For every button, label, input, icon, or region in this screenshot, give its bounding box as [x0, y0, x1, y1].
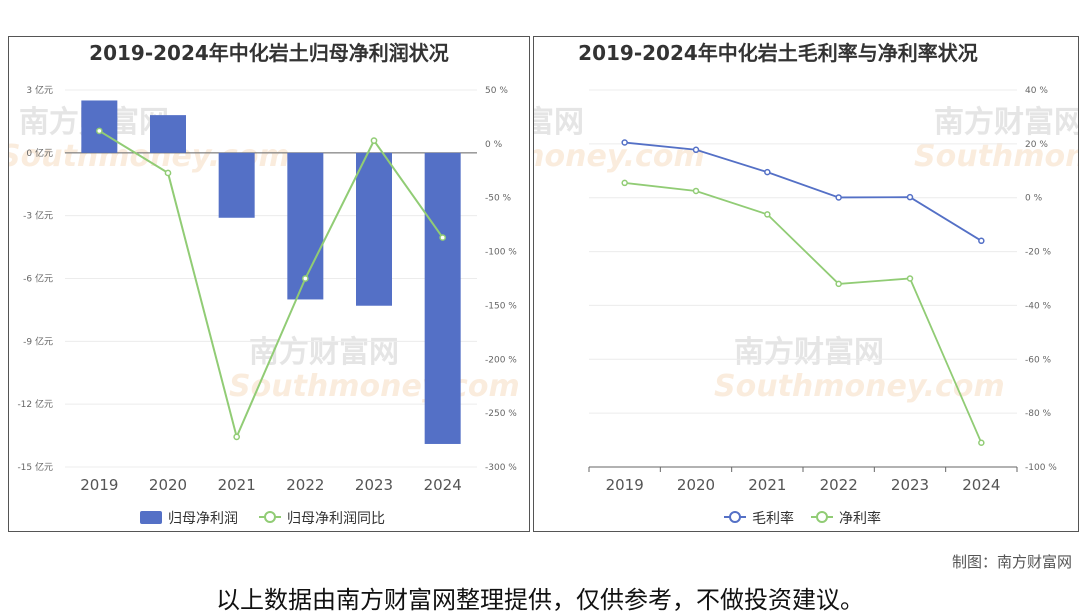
watermark-site: Southmoney.com — [714, 369, 1005, 404]
line-point — [621, 139, 628, 146]
chart-credit: 制图：南方财富网 — [951, 553, 1072, 571]
y2-axis-tick-label: -80 % — [1025, 409, 1052, 419]
x-axis-tick-label: 2024 — [424, 476, 462, 494]
watermark-brand: 南方财富网 — [249, 335, 399, 370]
legend-line-marker — [264, 511, 276, 523]
y2-axis-tick-label: -50 % — [485, 194, 512, 204]
series-line — [624, 182, 983, 444]
x-axis-tick-label: 2021 — [748, 476, 786, 494]
legend-bar-swatch — [140, 511, 162, 524]
chart-title: 2019-2024年中化岩土归母净利润状况 — [89, 41, 449, 65]
y2-axis-tick-label: 40 % — [1025, 86, 1048, 96]
y2-axis-tick-label: -60 % — [1025, 355, 1052, 365]
y2-axis-tick-label: -100 % — [485, 248, 517, 258]
x-axis-tick-label: 2020 — [149, 476, 187, 494]
x-axis-tick-label: 2024 — [962, 476, 1000, 494]
bar — [424, 152, 461, 444]
y-axis-tick-label: 0 亿元 — [26, 147, 53, 159]
x-axis-tick-label: 2022 — [820, 476, 858, 494]
line-point — [301, 275, 309, 282]
line-point — [95, 127, 103, 135]
line-point — [692, 187, 700, 195]
series-line — [624, 141, 982, 242]
bar — [150, 115, 186, 153]
margin-chart: 南方财富网Southmoney.com南方财富网Southmoney.com南方… — [534, 41, 1078, 527]
legend-label: 归母净利润同比 — [287, 510, 385, 527]
legend-label: 归母净利润 — [168, 510, 238, 527]
line-point — [233, 433, 241, 441]
line-point — [906, 275, 914, 282]
x-axis-tick-label: 2022 — [286, 476, 324, 494]
line-point — [835, 280, 842, 288]
y-axis-tick-label: 3 亿元 — [26, 84, 53, 96]
line-point — [164, 169, 172, 177]
legend-line-marker — [729, 511, 741, 523]
watermark-site: Southmoney.com — [229, 369, 520, 404]
y2-axis-tick-label: 0 % — [1025, 194, 1043, 204]
x-axis-tick-label: 2020 — [677, 476, 715, 494]
watermark-site: Southmoney.com — [534, 139, 705, 174]
bar — [356, 152, 392, 306]
y2-axis-tick-label: 0 % — [485, 140, 503, 150]
legend-label: 毛利率 — [752, 510, 794, 527]
line-point — [439, 234, 447, 241]
x-axis-tick-label: 2023 — [891, 476, 929, 494]
line-point — [692, 146, 700, 154]
line-point — [978, 439, 985, 447]
y2-axis-tick-label: 20 % — [1025, 140, 1048, 150]
bar — [287, 152, 324, 300]
watermark-site: Southmoney.com — [914, 139, 1078, 174]
x-axis-tick-label: 2021 — [218, 476, 256, 494]
line-point — [906, 193, 914, 201]
line-point — [764, 211, 771, 218]
disclaimer-text: 以上数据由南方财富网整理提供，仅供参考，不做投资建议。 — [216, 586, 864, 614]
series-line — [98, 130, 444, 440]
y2-axis-tick-label: -20 % — [1025, 248, 1052, 258]
x-axis-tick-label: 2023 — [355, 476, 393, 494]
line-point — [621, 179, 628, 187]
line-point — [978, 237, 985, 245]
x-axis-tick-label: 2019 — [606, 476, 644, 494]
line-point — [370, 137, 378, 144]
bar — [218, 152, 255, 218]
y-axis-tick-label: -15 亿元 — [17, 461, 53, 473]
chart-title: 2019-2024年中化岩土毛利率与净利率状况 — [578, 41, 978, 65]
y2-axis-tick-label: -40 % — [1025, 301, 1052, 311]
y2-axis-tick-label: -250 % — [485, 409, 517, 419]
y-axis-tick-label: -3 亿元 — [23, 210, 53, 222]
legend-line-marker — [816, 511, 828, 523]
y-axis-tick-label: -9 亿元 — [23, 335, 53, 347]
x-axis-tick-label: 2019 — [80, 476, 118, 494]
y2-axis-tick-label: 50 % — [485, 86, 508, 96]
y2-axis-tick-label: -100 % — [1025, 463, 1057, 473]
y-axis-tick-label: -12 亿元 — [17, 398, 53, 410]
watermark-brand: 南方财富网 — [934, 105, 1078, 140]
bar — [81, 100, 118, 153]
y2-axis-tick-label: -150 % — [485, 301, 517, 311]
line-point — [835, 194, 842, 201]
y-axis-tick-label: -6 亿元 — [23, 273, 53, 285]
watermark-brand: 南方财富网 — [734, 335, 884, 370]
legend-label: 净利率 — [839, 510, 881, 527]
line-point — [764, 168, 771, 176]
y2-axis-tick-label: -200 % — [485, 355, 517, 365]
watermark-brand: 南方财富网 — [534, 105, 584, 140]
margin-chart-panel: 南方财富网Southmoney.com南方财富网Southmoney.com南方… — [533, 36, 1079, 532]
y2-axis-tick-label: -300 % — [485, 463, 517, 473]
